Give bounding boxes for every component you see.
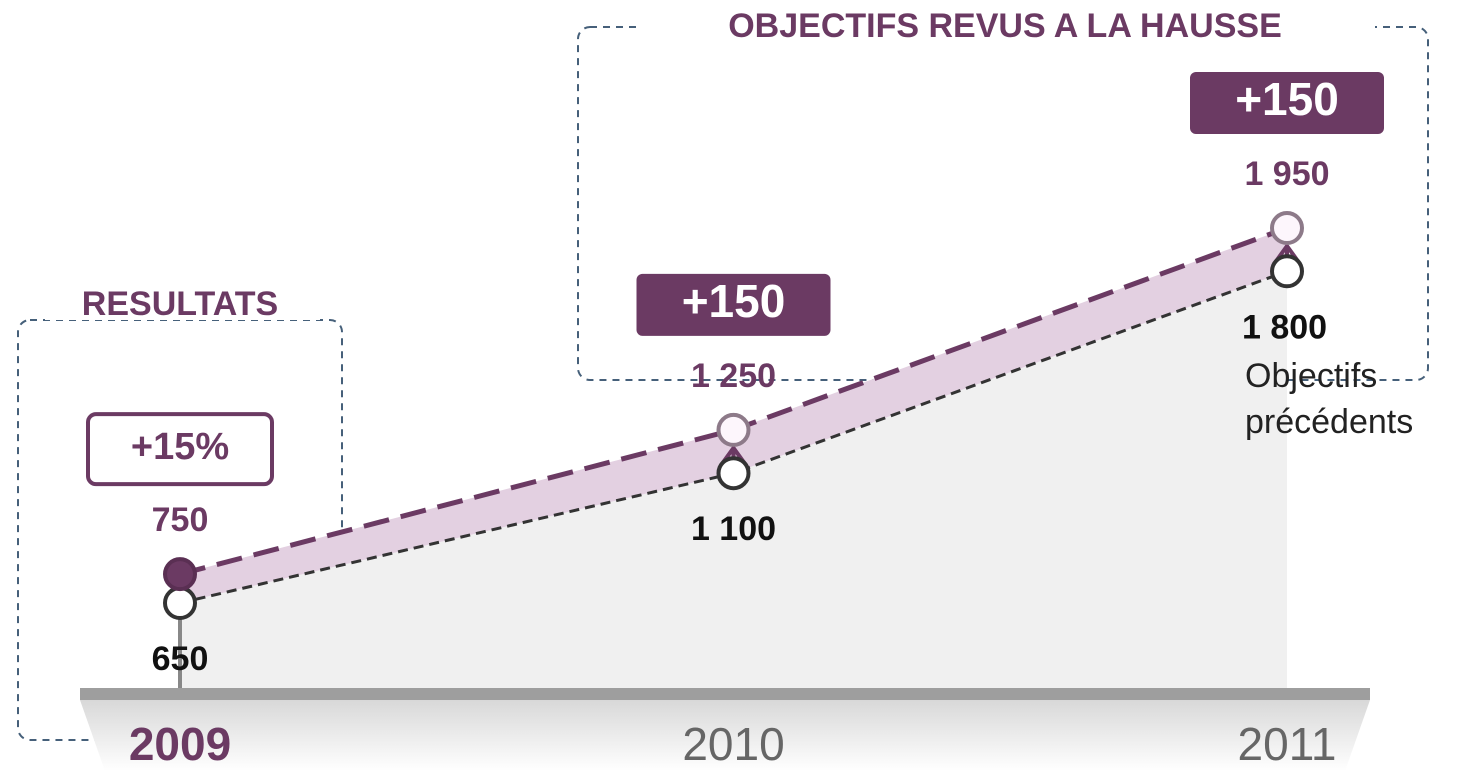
annotation: +150	[682, 275, 786, 327]
value-label: 1 800	[1242, 308, 1327, 346]
annotation: +15%	[131, 426, 229, 468]
value-label: 750	[152, 501, 209, 539]
value-label: 1 950	[1244, 155, 1329, 193]
x-tick-label: 2011	[1238, 718, 1337, 770]
value-label: 650	[152, 640, 209, 678]
point	[1270, 211, 1304, 245]
point	[716, 456, 751, 491]
point	[716, 412, 751, 447]
plot: 750 650 +15% 1 250 1 100 +150 1 950 1 800 +150	[86, 72, 1384, 694]
value-label: 1 250	[691, 357, 776, 395]
label-bg	[640, 10, 1375, 45]
annotation-box	[636, 273, 831, 336]
point	[1270, 254, 1304, 289]
annotation: +150	[1235, 73, 1339, 125]
group-label: RESULTATS	[82, 285, 278, 323]
annotation-box	[86, 412, 274, 487]
series-name: Objectifs précédents	[1245, 357, 1414, 442]
annotation-box	[1190, 72, 1384, 134]
point	[163, 557, 197, 592]
baseline	[80, 688, 1370, 700]
label-bg	[45, 290, 320, 320]
band-area	[180, 228, 1287, 603]
x-tick-label: 2009	[129, 718, 231, 770]
group-label: OBJECTIFS REVUS A LA HAUSSE	[728, 7, 1282, 45]
x-tick-label: 2010	[682, 718, 784, 770]
value-label: 1 100	[691, 510, 776, 548]
floor	[80, 700, 1370, 771]
point	[163, 586, 197, 620]
